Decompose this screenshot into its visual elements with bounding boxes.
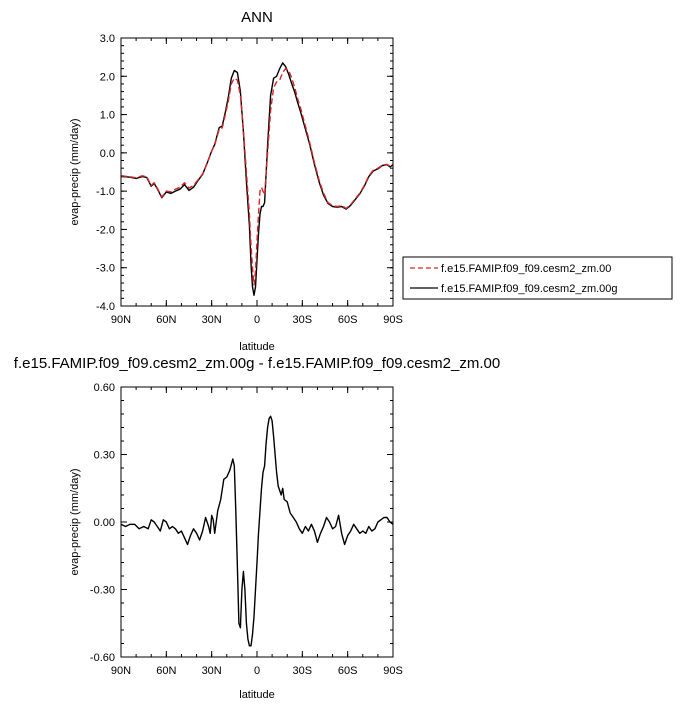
top-chart-ytick-label-0: 3.0 bbox=[100, 33, 115, 45]
bottom-chart-xtick-label-5: 60S bbox=[338, 665, 358, 677]
top-chart-xtick-label-2: 30N bbox=[202, 314, 222, 326]
top-chart-title: ANN bbox=[241, 9, 273, 26]
bottom-chart-ytick-label-2: 0.00 bbox=[94, 517, 115, 529]
bottom-chart-ytick-label-4: -0.60 bbox=[90, 652, 115, 664]
top-chart-ytick-label-4: -1.0 bbox=[96, 186, 115, 198]
top-chart-series-line-0 bbox=[120, 67, 394, 286]
bottom-chart-series-line-0 bbox=[120, 415, 394, 647]
top-chart-frame bbox=[120, 37, 394, 307]
top-chart-y-ticks: 3.0 2.0 1.0 0.0 -1.0 -2.0 -3.0 -4.0 bbox=[96, 33, 393, 313]
bottom-chart-series-lines bbox=[120, 415, 394, 647]
bottom-chart-xtick-label-3: 0 bbox=[254, 665, 260, 677]
top-chart-ylabel: evap-precip (mm/day) bbox=[69, 119, 81, 226]
bottom-chart-ytick-label-0: 0.60 bbox=[94, 382, 115, 394]
bottom-chart-xtick-label-6: 90S bbox=[383, 665, 403, 677]
bottom-chart-xtick-label-2: 30N bbox=[202, 665, 222, 677]
top-chart-xtick-label-5: 60S bbox=[338, 314, 358, 326]
top-chart-ytick-label-5: -2.0 bbox=[96, 224, 115, 236]
bottom-chart-title: f.e15.FAMIP.f09_f09.cesm2_zm.00g - f.e15… bbox=[14, 355, 500, 372]
top-chart-ytick-label-7: -4.0 bbox=[96, 301, 115, 313]
top-chart-xtick-label-3: 0 bbox=[254, 314, 260, 326]
legend-box bbox=[402, 256, 673, 300]
top-chart-series-line-1 bbox=[120, 62, 394, 296]
legend-label-series-1: f.e15.FAMIP.f09_f09.cesm2_zm.00g bbox=[441, 283, 618, 295]
bottom-chart-xtick-label-4: 30S bbox=[293, 665, 313, 677]
top-chart-x-ticks: 90N 60N 30N 0 30S 60S 90S bbox=[111, 38, 403, 326]
bottom-chart-xtick-label-1: 60N bbox=[156, 665, 176, 677]
bottom-chart-xlabel: latitude bbox=[239, 689, 274, 701]
top-chart-ytick-label-3: 0.0 bbox=[100, 148, 115, 160]
top-chart-ytick-label-6: -3.0 bbox=[96, 263, 115, 275]
top-chart-ytick-label-2: 1.0 bbox=[100, 110, 115, 122]
bottom-chart-ytick-label-1: 0.30 bbox=[94, 450, 115, 462]
bottom-chart-y-ticks: 0.60 0.30 0.00 -0.30 -0.60 bbox=[90, 382, 393, 664]
legend-label-series-0: f.e15.FAMIP.f09_f09.cesm2_zm.00 bbox=[441, 263, 611, 275]
top-chart: ANN evap-precip (mm/day) latitude 3.0 2.0… bbox=[69, 9, 403, 353]
top-chart-xtick-label-4: 30S bbox=[293, 314, 313, 326]
legend: f.e15.FAMIP.f09_f09.cesm2_zm.00 f.e15.FA… bbox=[402, 256, 673, 300]
top-chart-xtick-label-1: 60N bbox=[156, 314, 176, 326]
bottom-chart-frame bbox=[120, 386, 394, 658]
bottom-chart-ytick-label-3: -0.30 bbox=[90, 585, 115, 597]
top-chart-xtick-label-0: 90N bbox=[111, 314, 131, 326]
top-chart-ytick-label-1: 2.0 bbox=[100, 71, 115, 83]
bottom-chart-ylabel: evap-precip (mm/day) bbox=[69, 469, 81, 576]
top-chart-xlabel: latitude bbox=[239, 341, 274, 353]
bottom-chart: f.e15.FAMIP.f09_f09.cesm2_zm.00g - f.e15… bbox=[14, 355, 500, 701]
top-chart-series-lines bbox=[120, 62, 394, 296]
top-chart-xtick-label-6: 90S bbox=[383, 314, 403, 326]
bottom-chart-xtick-label-0: 90N bbox=[111, 665, 131, 677]
